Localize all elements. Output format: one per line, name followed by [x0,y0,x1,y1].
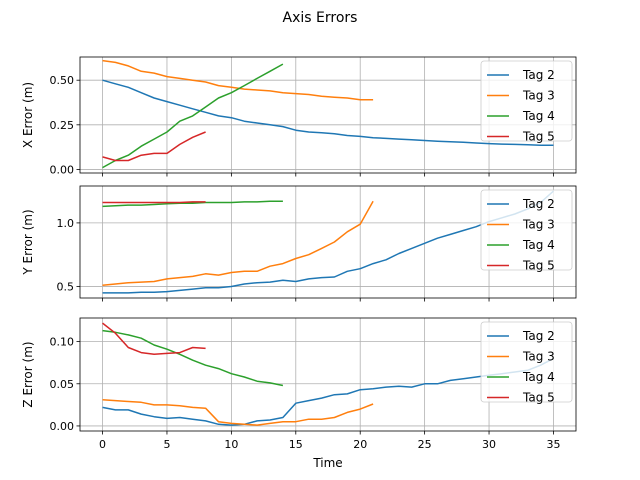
series-lines [102,59,554,169]
legend-label: Tag 4 [522,238,555,252]
y-tick-label: 0.5 [57,281,75,294]
legend-box [480,189,573,271]
x-tick-label: 15 [289,438,303,451]
y-tick-label: 0.00 [50,420,75,433]
series-line-tag-5 [102,131,206,162]
legend-label: Tag 4 [522,109,555,123]
x-tick-label: 5 [163,438,170,451]
x-tick-label: 35 [546,438,560,451]
x-tick-label: 10 [224,438,238,451]
series-line-tag-3 [102,399,374,426]
legend: Tag 2 Tag 3 Tag 4 Tag 5 [480,189,573,273]
series-line-tag-3 [102,59,374,101]
series-line-tag-2 [102,357,554,426]
axes-frame [79,185,577,299]
x-axis-label: Time [312,456,342,470]
axes-frame [79,317,577,432]
legend-label: Tag 2 [522,329,555,343]
legend-label: Tag 3 [522,350,555,364]
axes-frame [79,56,577,174]
y-axis-label: X Error (m) [21,82,35,148]
figure-title: Axis Errors [283,10,358,26]
x-tick-label: 25 [418,438,432,451]
x-tick-label: 30 [482,438,496,451]
y-tick-label: 0.05 [50,378,75,391]
legend-label: Tag 5 [522,130,555,144]
x-tick-label: 0 [99,438,106,451]
y-tick-label: 0.10 [50,336,75,349]
y-axis-label: Z Error (m) [21,341,35,407]
series-line-tag-2 [102,79,554,147]
series-line-tag-4 [102,329,284,387]
series-line-tag-2 [102,190,554,294]
y-tick-label: 0.00 [50,163,75,176]
legend-label: Tag 2 [522,68,555,82]
y-tick-label: 1.0 [57,217,75,230]
legend-box [480,60,573,142]
legend-label: Tag 4 [522,370,555,384]
y-tick-label: 0.50 [50,74,75,87]
legend-label: Tag 3 [522,89,555,103]
series-line-tag-3 [102,200,374,287]
legend-label: Tag 5 [522,259,555,273]
legend-label: Tag 2 [522,197,555,211]
x-tick-label: 20 [353,438,367,451]
subplot-3: 0 5 10 15 20 25 30 35 0.00 0.05 0.10 Z Error (m) Tag… [21,317,577,451]
series-line-tag-4 [102,63,284,169]
legend: Tag 2 Tag 3 Tag 4 Tag 5 [480,321,573,405]
legend: Tag 2 Tag 3 Tag 4 Tag 5 [480,60,573,144]
series-line-tag-4 [102,200,283,208]
legend-box [480,321,573,403]
subplot-2: 0.5 1.0 Y Error (m) Tag 2 Tag 3 Tag 4 Tag 5 [21,185,577,302]
legend-label: Tag 5 [522,391,555,405]
y-axis-label: Y Error (m) [21,209,35,275]
series-lines [102,322,554,426]
y-tick-label: 0.25 [50,119,75,132]
series-line-tag-5 [102,322,206,356]
series-line-tag-5 [102,201,206,204]
legend-label: Tag 3 [522,218,555,232]
series-lines [102,190,554,294]
